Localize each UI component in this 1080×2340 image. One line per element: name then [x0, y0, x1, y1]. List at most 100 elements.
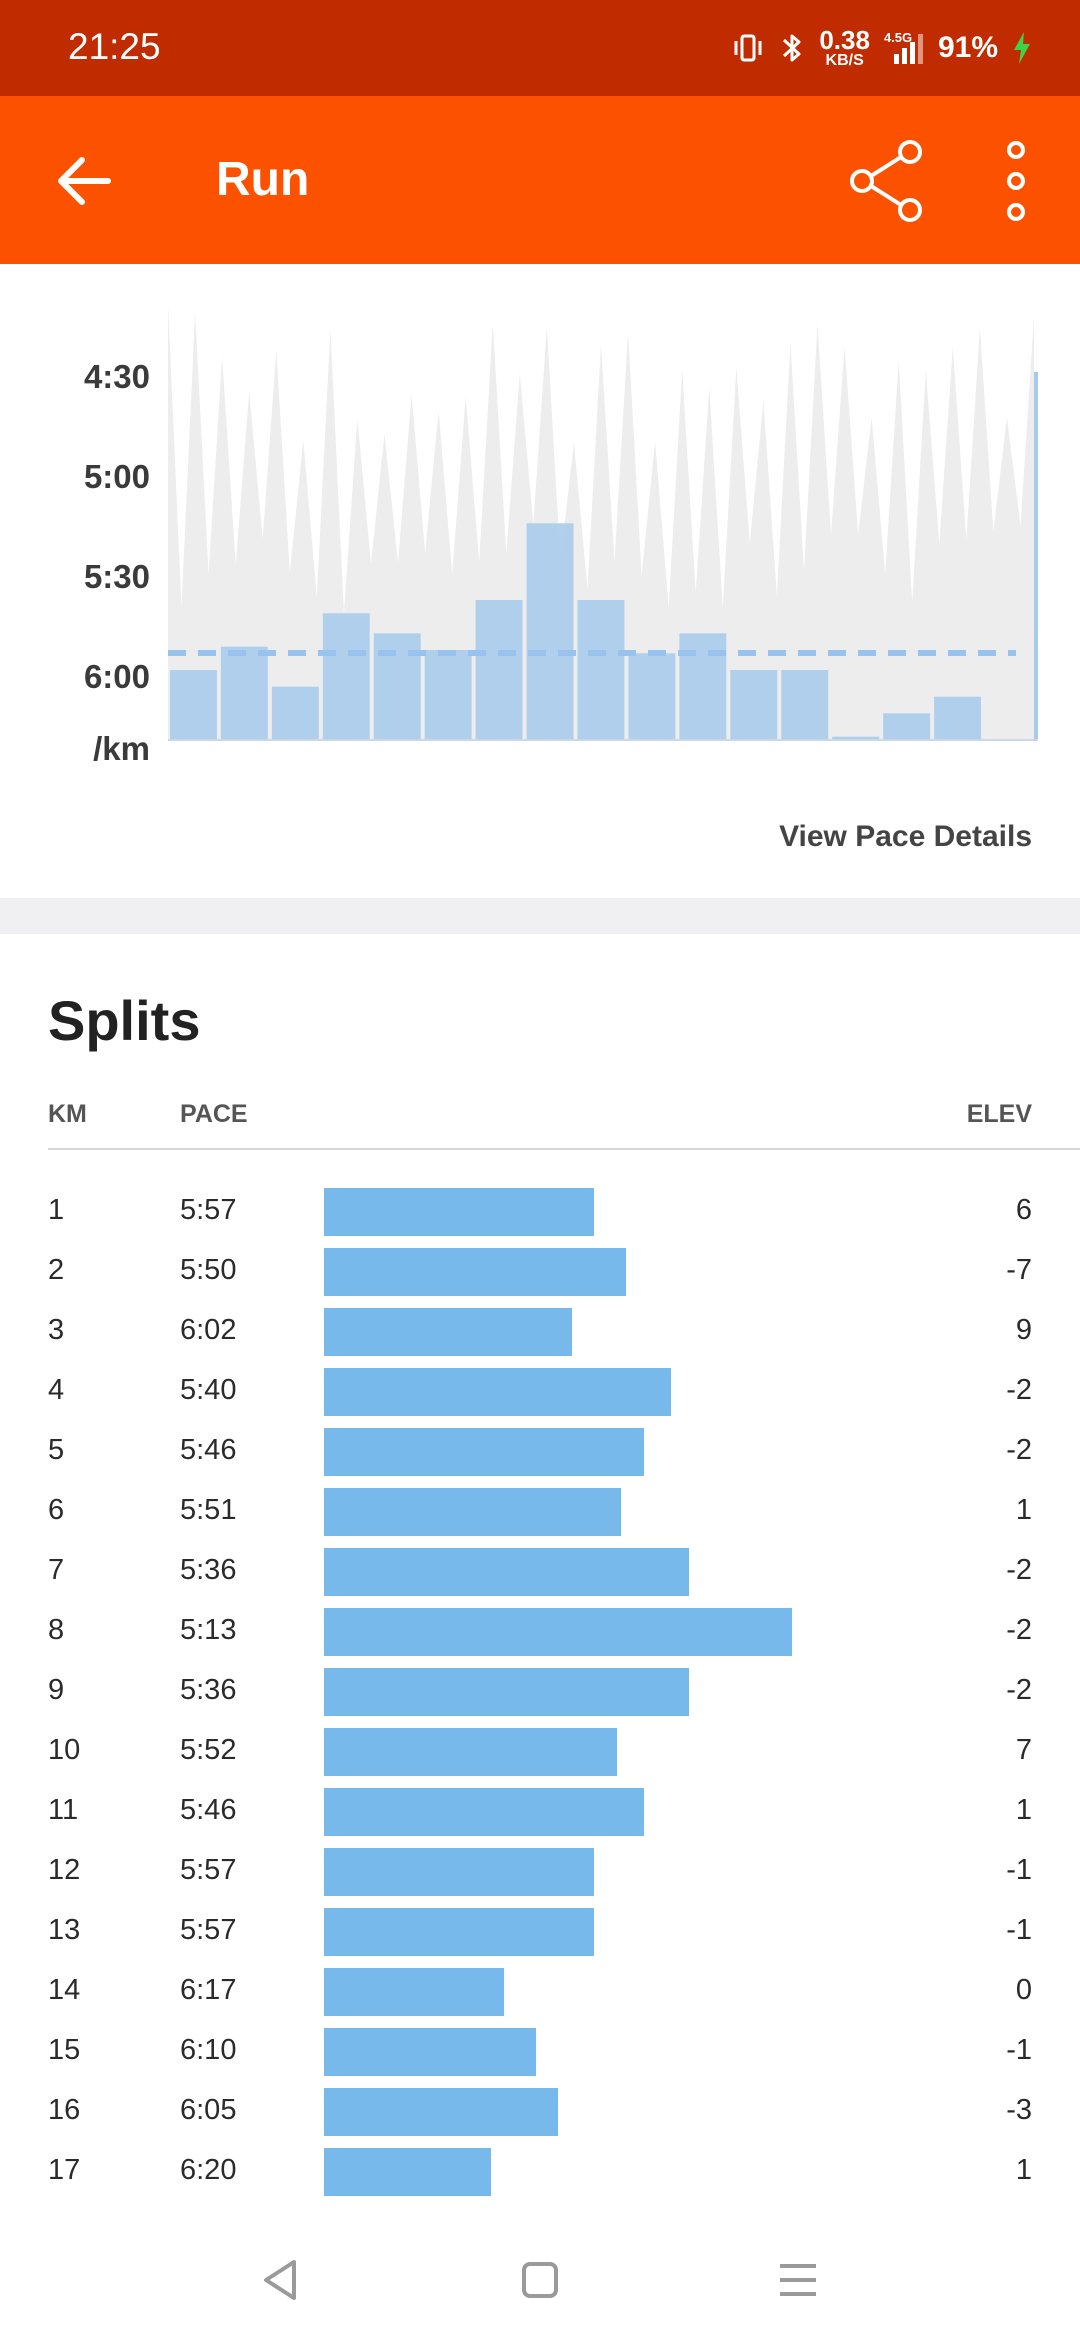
header-km: KM [48, 1100, 87, 1128]
header-elev: ELEV [966, 1100, 1032, 1128]
split-elev: 0 [1015, 1974, 1032, 2006]
split-row: 1 5:57 6 [0, 1184, 1080, 1244]
split-row: 10 5:52 7 [0, 1724, 1080, 1784]
pace-bar-km-14 [832, 736, 880, 740]
split-km: 11 [48, 1794, 79, 1826]
split-pace-bar [324, 1608, 792, 1656]
signal-icon: 4.5G [884, 28, 924, 68]
split-row: 2 5:50 -7 [0, 1244, 1080, 1304]
split-elev: 6 [1015, 1194, 1032, 1226]
bluetooth-icon [779, 31, 805, 65]
split-km: 4 [48, 1374, 65, 1406]
split-pace: 6:17 [180, 1974, 237, 2006]
y-label-530: 5:30 [84, 558, 150, 595]
split-elev: -2 [1006, 1374, 1032, 1406]
split-row: 14 6:17 0 [0, 1964, 1080, 2024]
pace-bar-km-8 [526, 523, 574, 740]
split-row: 4 5:40 -2 [0, 1364, 1080, 1424]
pace-bar-km-12 [730, 670, 778, 740]
split-km: 14 [48, 1974, 81, 2006]
split-row: 17 6:20 1 [0, 2144, 1080, 2204]
split-km: 6 [48, 1494, 65, 1526]
split-pace: 5:51 [180, 1494, 237, 1526]
split-km: 7 [48, 1554, 65, 1586]
split-row: 5 5:46 -2 [0, 1424, 1080, 1484]
split-pace: 5:40 [180, 1374, 237, 1406]
split-elev: -2 [1006, 1674, 1032, 1706]
y-label-500: 5:00 [84, 458, 150, 495]
split-elev: -2 [1006, 1434, 1032, 1466]
split-pace-bar [324, 1728, 617, 1776]
section-divider [0, 898, 1080, 934]
split-pace: 5:36 [180, 1674, 237, 1706]
nav-back-icon[interactable] [250, 2248, 314, 2312]
view-pace-details-link[interactable]: View Pace Details [779, 820, 1032, 853]
splits-list: 1 5:57 6 2 5:50 -7 3 6:02 9 4 5:40 -2 5 5:46 -2 6 5:51 1 7… [0, 1184, 1080, 2204]
split-elev: 9 [1015, 1314, 1032, 1346]
system-nav-bar [0, 2220, 1080, 2340]
nav-menu-icon[interactable] [766, 2248, 830, 2312]
split-km: 10 [48, 1734, 81, 1766]
pace-bar-km-13 [781, 670, 829, 740]
pace-bar-km-7 [475, 600, 523, 740]
y-label-unit: /km [93, 730, 150, 767]
split-row: 7 5:36 -2 [0, 1544, 1080, 1604]
y-label-430: 4:30 [84, 358, 150, 395]
split-row: 3 6:02 9 [0, 1304, 1080, 1364]
split-row: 8 5:13 -2 [0, 1604, 1080, 1664]
net-speed: 0.38 KB/S [819, 25, 870, 69]
nav-home-icon[interactable] [508, 2248, 572, 2312]
split-pace: 6:05 [180, 2094, 237, 2126]
split-km: 17 [48, 2154, 81, 2186]
split-pace: 5:13 [180, 1614, 237, 1646]
split-row: 15 6:10 -1 [0, 2024, 1080, 2084]
split-km: 13 [48, 1914, 81, 1946]
status-time: 21:25 [68, 26, 161, 67]
battery-percent: 91% [937, 31, 998, 64]
split-pace: 5:52 [180, 1734, 237, 1766]
split-km: 2 [48, 1254, 65, 1286]
pace-chart[interactable]: 4:30 5:00 5:30 6:00 /km [0, 264, 1080, 804]
split-row: 13 5:57 -1 [0, 1904, 1080, 1964]
split-elev: -1 [1006, 1914, 1032, 1946]
header-pace: PACE [180, 1100, 248, 1128]
split-km: 8 [48, 1614, 65, 1646]
split-pace-bar [324, 1788, 644, 1836]
split-pace-bar [324, 1188, 594, 1236]
split-pace: 5:50 [180, 1254, 237, 1286]
split-pace-bar [324, 1308, 572, 1356]
split-km: 15 [48, 2034, 81, 2066]
pace-bar-km-16 [934, 696, 981, 740]
status-bar: 21:25 0.38 KB/S 4.5G 91% [0, 0, 1080, 96]
vibrate-icon [731, 31, 765, 65]
split-row: 16 6:05 -3 [0, 2084, 1080, 2144]
pace-bar-km-9 [577, 600, 625, 740]
split-km: 16 [48, 2094, 81, 2126]
share-icon[interactable] [848, 136, 928, 226]
page-title: Run [216, 153, 310, 206]
split-km: 5 [48, 1434, 65, 1466]
pace-bar-km-1 [170, 670, 217, 740]
split-pace-bar [324, 1908, 594, 1956]
pace-bar-km-2 [220, 646, 268, 740]
split-elev: 1 [1015, 1494, 1032, 1526]
split-pace: 6:20 [180, 2154, 237, 2186]
split-pace: 5:57 [180, 1194, 237, 1226]
split-pace: 5:46 [180, 1434, 237, 1466]
split-row: 12 5:57 -1 [0, 1844, 1080, 1904]
split-pace: 6:10 [180, 2034, 237, 2066]
split-row: 6 5:51 1 [0, 1484, 1080, 1544]
split-km: 12 [48, 1854, 81, 1886]
split-km: 9 [48, 1674, 65, 1706]
header-divider [48, 1148, 1080, 1150]
split-pace-bar [324, 2148, 491, 2196]
split-pace: 5:57 [180, 1854, 237, 1886]
more-vertical-icon[interactable] [996, 140, 1036, 222]
split-pace-bar [324, 1968, 504, 2016]
split-pace: 5:36 [180, 1554, 237, 1586]
back-arrow-icon[interactable] [50, 146, 120, 216]
split-elev: -2 [1006, 1614, 1032, 1646]
pace-bar-km-11 [679, 633, 727, 740]
status-icons: 0.38 KB/S 4.5G 91% [731, 22, 1032, 74]
split-km: 1 [48, 1194, 65, 1226]
